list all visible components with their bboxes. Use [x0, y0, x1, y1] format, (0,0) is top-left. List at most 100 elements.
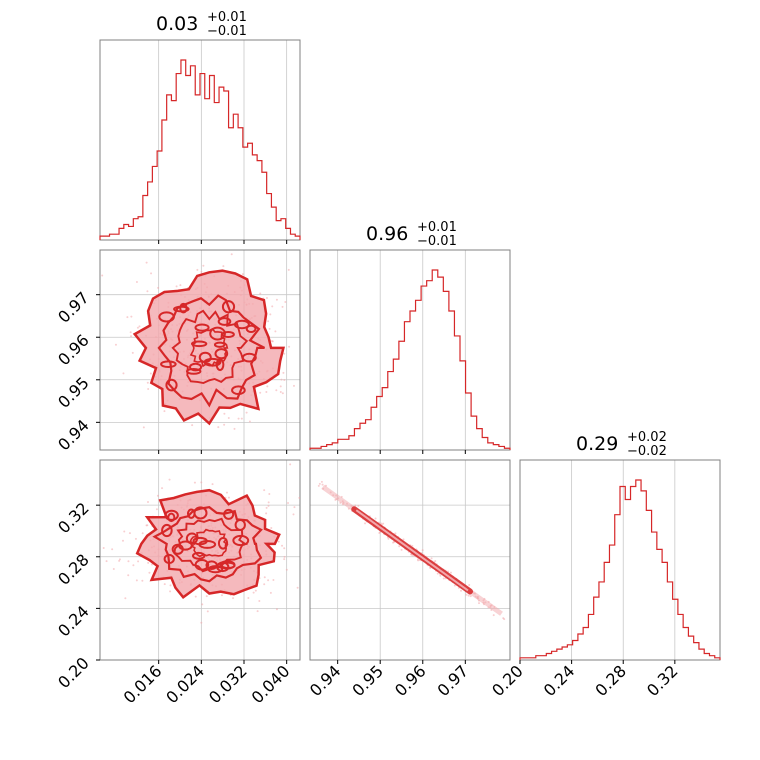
sample-point	[364, 522, 367, 525]
density-contour	[232, 534, 250, 547]
density-contour	[233, 319, 250, 330]
sample-point	[254, 589, 257, 592]
density-contour	[173, 305, 190, 313]
sample-point	[241, 273, 244, 276]
sample-point	[387, 537, 390, 540]
sample-point	[394, 532, 397, 535]
histogram-panel	[519, 459, 721, 661]
sample-point	[134, 537, 137, 540]
sample-point	[194, 595, 197, 598]
sample-point	[149, 372, 152, 375]
sample-point	[288, 345, 291, 348]
sample-point	[150, 272, 153, 275]
sample-point	[382, 522, 385, 525]
sample-point	[284, 300, 287, 303]
density-contour	[193, 506, 208, 520]
sample-point	[263, 583, 266, 586]
scatter-panel	[99, 249, 301, 451]
sample-point	[206, 610, 209, 613]
density-contour	[135, 488, 281, 600]
title-upper: +0.02	[627, 430, 667, 445]
x-tick-label: 0.20	[488, 661, 527, 700]
sample-point	[270, 527, 273, 530]
sample-point	[442, 577, 445, 580]
sample-point	[148, 571, 151, 574]
sample-point	[311, 545, 313, 547]
density-contour	[191, 551, 206, 560]
sample-point	[281, 392, 284, 395]
sample-point	[146, 524, 149, 527]
sample-point	[265, 391, 268, 394]
density-contour	[188, 362, 203, 372]
sample-point	[259, 292, 262, 295]
sample-point	[63, 291, 65, 293]
density-plot	[63, 229, 301, 430]
sample-point	[267, 579, 270, 582]
x-tick-label: 0.28	[591, 661, 630, 700]
sample-point	[191, 424, 194, 427]
sample-point	[163, 410, 166, 413]
sample-point	[306, 593, 308, 595]
sample-point	[248, 420, 251, 423]
sample-point	[136, 326, 139, 329]
sample-point	[200, 270, 203, 273]
sample-point	[227, 496, 230, 499]
sample-point	[299, 241, 301, 243]
density-contour	[221, 330, 235, 339]
sample-point	[237, 417, 240, 420]
sample-point	[200, 621, 203, 624]
sample-point	[263, 489, 266, 492]
density-contour	[157, 294, 266, 408]
density-contour	[217, 317, 232, 326]
density-contour	[173, 517, 249, 573]
sample-point	[129, 331, 132, 334]
sample-point	[298, 496, 300, 499]
sample-point	[259, 391, 262, 394]
sample-point	[293, 506, 296, 509]
sample-point	[281, 305, 284, 308]
sample-point	[398, 545, 401, 548]
density-contour	[209, 326, 226, 341]
density-contour	[171, 309, 249, 384]
sample-point	[142, 426, 145, 429]
title-lower: −0.01	[417, 234, 457, 249]
sample-point	[265, 297, 268, 300]
sample-point	[101, 274, 104, 277]
sample-point	[268, 493, 271, 496]
y-tick-label: 0.28	[54, 550, 93, 589]
sample-point	[402, 538, 405, 541]
panel-title: 0.96 +0.01−0.01	[366, 220, 457, 249]
sample-point	[357, 504, 360, 507]
density-contour	[231, 385, 246, 396]
density-contour	[158, 311, 175, 323]
sample-point	[275, 389, 278, 392]
sample-point	[124, 597, 127, 600]
sample-point	[175, 229, 177, 231]
sample-point	[127, 574, 130, 577]
y-tick-label: 0.20	[54, 653, 93, 692]
sample-point	[503, 618, 506, 621]
sample-point	[132, 564, 135, 567]
histogram-panel	[309, 249, 511, 451]
sample-point	[320, 480, 323, 483]
sample-point	[135, 579, 138, 582]
sample-point	[127, 560, 130, 563]
sample-point	[436, 572, 439, 575]
histogram-step	[309, 269, 511, 450]
density-contour	[207, 565, 224, 574]
sample-point	[233, 427, 236, 430]
sample-point	[277, 540, 280, 543]
sample-point	[135, 280, 138, 283]
sample-point	[202, 264, 205, 267]
sample-point	[265, 512, 268, 515]
panel-title: 0.29 +0.02−0.02	[576, 430, 667, 459]
title-median: 0.03	[156, 13, 198, 35]
sample-point	[269, 313, 272, 316]
density-contour	[160, 360, 177, 369]
density-contour	[234, 519, 246, 531]
sample-point	[538, 642, 540, 644]
y-tick-label: 0.32	[54, 499, 93, 538]
sample-point	[380, 522, 383, 525]
x-tick-label: 0.96	[391, 661, 430, 700]
